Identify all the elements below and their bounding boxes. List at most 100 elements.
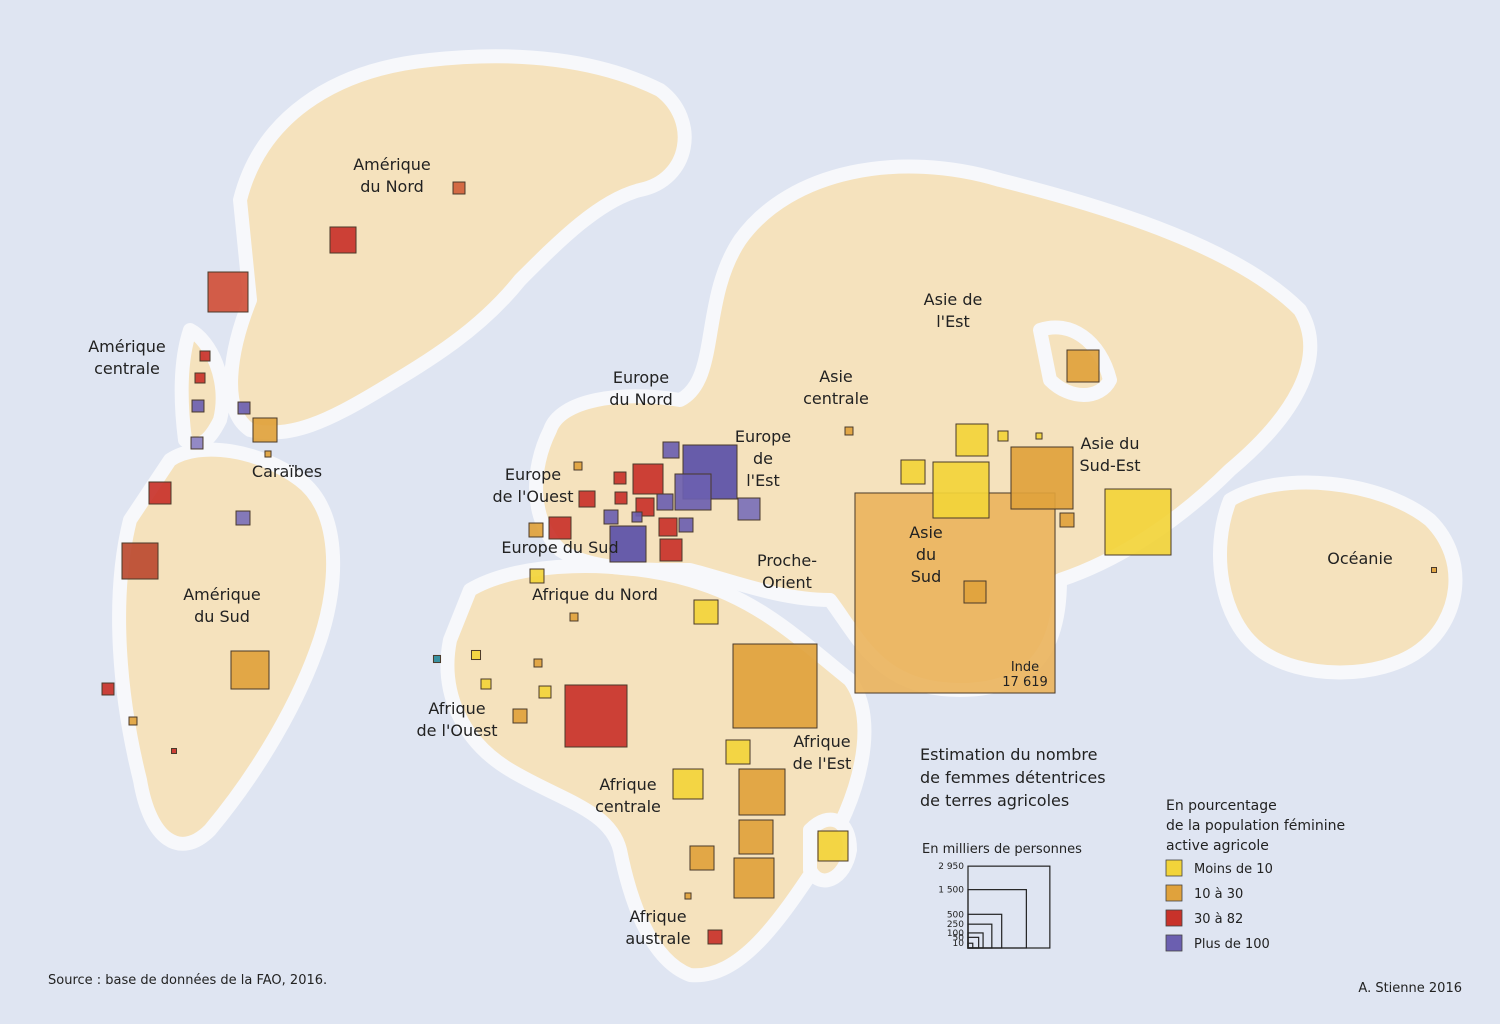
square (732, 643, 818, 729)
region-label: du Nord (360, 177, 424, 196)
square (613, 471, 627, 485)
region-label: Proche- (757, 551, 817, 570)
square (529, 568, 545, 584)
square (101, 682, 115, 696)
square (609, 525, 647, 563)
square (631, 511, 643, 523)
square (548, 516, 572, 540)
square (997, 430, 1009, 442)
region-label: Asie (819, 367, 853, 386)
legend-title: de femmes détentrices (920, 768, 1106, 787)
square (733, 857, 775, 899)
region-label: Afrique (599, 775, 656, 794)
square (738, 768, 786, 816)
legend-size-label: 2 950 (938, 862, 964, 872)
legend: Estimation du nombre de femmes détentrice… (920, 745, 1345, 952)
square (538, 685, 552, 699)
legend-unit: En milliers de personnes (922, 842, 1082, 857)
square (452, 181, 466, 195)
square (689, 845, 715, 871)
square-label: Inde (1011, 660, 1039, 675)
square (121, 542, 159, 580)
region-label: Europe (735, 427, 791, 446)
region-label: Asie du (1081, 434, 1140, 453)
region-label: du (916, 545, 936, 564)
square (963, 580, 987, 604)
square (844, 426, 854, 436)
legend-title: de la population féminine (1166, 818, 1345, 834)
square (738, 819, 774, 855)
square (480, 678, 492, 690)
square (678, 517, 694, 533)
legend-title: active agricole (1166, 838, 1269, 854)
region-label: Europe (613, 368, 669, 387)
square (662, 441, 680, 459)
square (237, 401, 251, 415)
square-value-label: 17 619 (1002, 675, 1048, 690)
square (674, 473, 712, 511)
region-label: Amérique (88, 337, 166, 356)
region-label: centrale (595, 797, 661, 816)
square (191, 399, 205, 413)
square (684, 892, 692, 900)
region-label: Asie (909, 523, 943, 542)
region-label: de (753, 449, 773, 468)
region-label: de l'Ouest (492, 487, 573, 506)
square (533, 658, 543, 668)
legend-swatch (1165, 934, 1183, 952)
square (207, 271, 249, 313)
square (659, 538, 683, 562)
region-label: Afrique (629, 907, 686, 926)
square (693, 599, 719, 625)
region-label: Afrique (428, 699, 485, 718)
square (329, 226, 357, 254)
legend-size-label: 500 (947, 910, 964, 920)
square (190, 436, 204, 450)
square (528, 522, 544, 538)
legend-swatch (1165, 884, 1183, 902)
region-label: Orient (762, 573, 812, 592)
region-label: australe (625, 929, 690, 948)
region-labels: Amérique du Nord Amérique centrale Caraïbes A… (88, 155, 1393, 948)
south-america (112, 442, 341, 851)
square (148, 481, 172, 505)
legend-size-label: 250 (947, 920, 964, 930)
region-label: du Nord (609, 390, 673, 409)
legend-title: Estimation du nombre (920, 745, 1097, 764)
square (470, 649, 482, 661)
region-label: Afrique (793, 732, 850, 751)
square (512, 708, 528, 724)
square (569, 612, 579, 622)
central-america (174, 323, 230, 451)
square (199, 350, 211, 362)
square (1066, 349, 1100, 383)
square (578, 490, 596, 508)
square (817, 830, 849, 862)
square (737, 497, 761, 521)
square (672, 768, 704, 800)
square (235, 510, 251, 526)
square (1035, 432, 1043, 440)
square (171, 748, 177, 754)
region-label: Afrique du Nord (532, 585, 658, 604)
square (614, 491, 628, 505)
region-label: Sud-Est (1080, 456, 1141, 475)
square (658, 517, 678, 537)
square (955, 423, 989, 457)
eurasia (529, 159, 1318, 697)
square (264, 450, 272, 458)
square (707, 929, 723, 945)
region-label: Caraïbes (252, 462, 322, 481)
legend-item-label: Plus de 100 (1194, 937, 1270, 952)
region-label: de l'Ouest (416, 721, 497, 740)
legend-size-label: 1 500 (938, 886, 964, 896)
legend-swatch (1165, 859, 1183, 877)
legend-size-label: 50 (953, 933, 965, 943)
legend-item-label: 10 à 30 (1194, 887, 1243, 902)
square (252, 417, 278, 443)
square (1059, 512, 1075, 528)
region-label: centrale (803, 389, 869, 408)
